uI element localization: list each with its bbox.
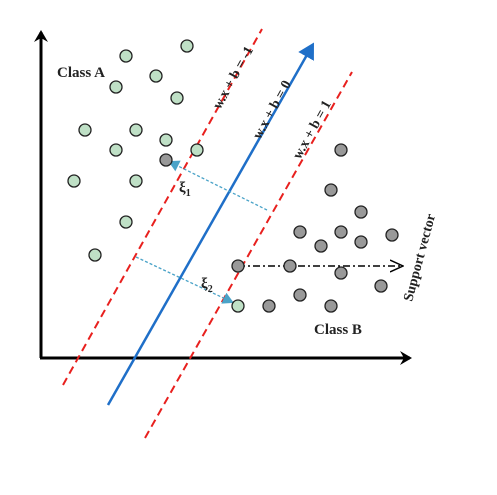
class-a-point [190,143,204,157]
class-a-points [67,39,245,313]
class-a-point [170,91,184,105]
class-a-point [109,143,123,157]
class-a-point [129,123,143,137]
class-a-point [67,174,81,188]
class-b-point [334,143,348,157]
class-b-point [324,183,338,197]
class-a-point [129,174,143,188]
hyperplane-line [106,42,314,406]
class-a-point [149,69,163,83]
class-a-point [88,248,102,262]
xi1-label: ξ1 [179,180,191,199]
margin-line-positive [144,71,353,439]
class-a-label: Class A [57,65,105,81]
class-b-point [293,288,307,302]
class-a-point [109,80,123,94]
margin-negative-label: w.x + b = -1 [210,44,257,112]
slack-arrow-xi1 [168,160,268,211]
class-b-point-misclassified [159,153,173,167]
margin-line-negative [62,28,263,386]
class-b-point [283,259,297,273]
class-a-point [119,49,133,63]
class-b-label: Class B [314,322,362,338]
class-b-point [385,228,399,242]
class-b-point [262,299,276,313]
class-b-point [293,225,307,239]
class-a-point [119,215,133,229]
class-b-point [314,239,328,253]
class-a-point [159,133,173,147]
class-a-point-misclassified [231,299,245,313]
xi2-label: ξ2 [201,276,213,295]
class-b-points [159,143,399,313]
class-a-point [78,123,92,137]
slack-arrow-xi2 [135,256,234,304]
hyperplane-label: w.x + b = 0 [250,78,294,142]
class-b-point [334,225,348,239]
class-a-point [180,39,194,53]
support-vector-point [231,259,245,273]
class-b-point [374,279,388,293]
support-vector-label: Support vector [401,212,439,303]
margin-positive-label: w.x + b = 1 [290,98,334,162]
class-b-point [334,266,348,280]
class-b-point [354,205,368,219]
class-b-point [354,235,368,249]
class-b-point [324,299,338,313]
